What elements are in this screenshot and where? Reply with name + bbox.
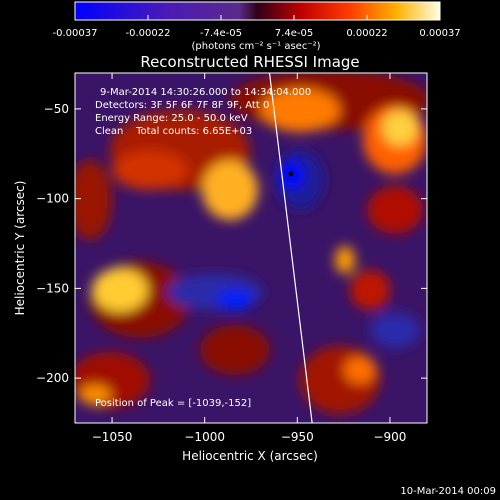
clean-counts-annotation: Clean Total counts: 6.65E+03: [95, 126, 252, 137]
y-tick-label: −150: [36, 281, 69, 295]
colorbar-tick-label: 7.4e-05: [275, 28, 313, 39]
time-range-annotation: 9-Mar-2014 14:30:26.000 to 14:34:04.000: [100, 87, 311, 98]
y-axis-ticks: −50 −100 −150 −200: [36, 102, 427, 385]
x-tick-label: −1000: [184, 430, 225, 444]
colorbar: [74, 1, 441, 21]
detectors-annotation: Detectors: 3F 5F 6F 7F 8F 9F, Att 0: [95, 100, 269, 111]
colorbar-unit-label: (photons cm⁻² s⁻¹ asec⁻²): [191, 41, 320, 52]
x-tick-label: −1050: [92, 430, 133, 444]
peak-position-annotation: Position of Peak = [-1039,-152]: [95, 398, 251, 409]
limb-line: [268, 73, 313, 423]
heatmap-image: [75, 73, 427, 423]
y-axis-label: Heliocentric Y (arcsec): [13, 181, 27, 316]
chart-title: Reconstructed RHESSI Image: [140, 53, 359, 71]
x-axis-ticks: −1050 −1000 −950 −900: [92, 73, 406, 444]
annotations: 9-Mar-2014 14:30:26.000 to 14:34:04.000 …: [95, 87, 311, 409]
plot-frame: [74, 72, 428, 424]
y-tick-label: −200: [36, 371, 69, 385]
x-tick-label: −900: [373, 430, 406, 444]
colorbar-tick-label: -0.00022: [126, 28, 171, 39]
x-tick-label: −950: [281, 430, 314, 444]
colorbar-tick-label: -0.00037: [53, 28, 98, 39]
colorbar-ticks: -0.00037 -0.00022 -7.4e-05 7.4e-05 0.00022 0.…: [53, 15, 461, 39]
y-tick-label: −50: [44, 102, 69, 116]
x-axis-label: Heliocentric X (arcsec): [182, 449, 318, 463]
footer-timestamp: 10-Mar-2014 00:09: [400, 486, 496, 497]
y-tick-label: −100: [36, 192, 69, 206]
energy-range-annotation: Energy Range: 25.0 - 50.0 keV: [95, 113, 248, 124]
colorbar-tick-label: -7.4e-05: [200, 28, 242, 39]
colorbar-tick-label: 0.00037: [419, 28, 460, 39]
colorbar-tick-label: 0.00022: [346, 28, 387, 39]
